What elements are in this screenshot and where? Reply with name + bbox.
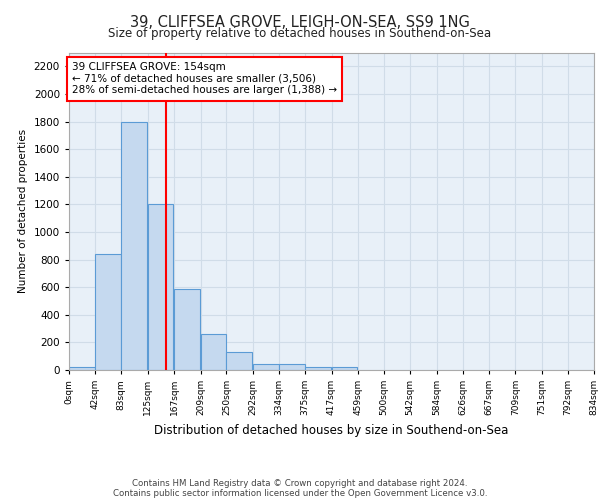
Bar <box>174 288 200 370</box>
X-axis label: Distribution of detached houses by size in Southend-on-Sea: Distribution of detached houses by size … <box>154 424 509 436</box>
Bar <box>279 364 305 370</box>
Bar <box>200 334 226 370</box>
Text: Size of property relative to detached houses in Southend-on-Sea: Size of property relative to detached ho… <box>109 28 491 40</box>
Text: Contains HM Land Registry data © Crown copyright and database right 2024.: Contains HM Land Registry data © Crown c… <box>132 478 468 488</box>
Bar <box>331 367 358 370</box>
Bar <box>69 366 95 370</box>
Text: Contains public sector information licensed under the Open Government Licence v3: Contains public sector information licen… <box>113 488 487 498</box>
Bar <box>226 352 252 370</box>
Bar <box>95 254 121 370</box>
Bar <box>148 204 173 370</box>
Bar <box>121 122 147 370</box>
Text: 39, CLIFFSEA GROVE, LEIGH-ON-SEA, SS9 1NG: 39, CLIFFSEA GROVE, LEIGH-ON-SEA, SS9 1N… <box>130 15 470 30</box>
Text: 39 CLIFFSEA GROVE: 154sqm
← 71% of detached houses are smaller (3,506)
28% of se: 39 CLIFFSEA GROVE: 154sqm ← 71% of detac… <box>72 62 337 96</box>
Bar <box>305 366 331 370</box>
Bar <box>253 364 278 370</box>
Y-axis label: Number of detached properties: Number of detached properties <box>18 129 28 294</box>
